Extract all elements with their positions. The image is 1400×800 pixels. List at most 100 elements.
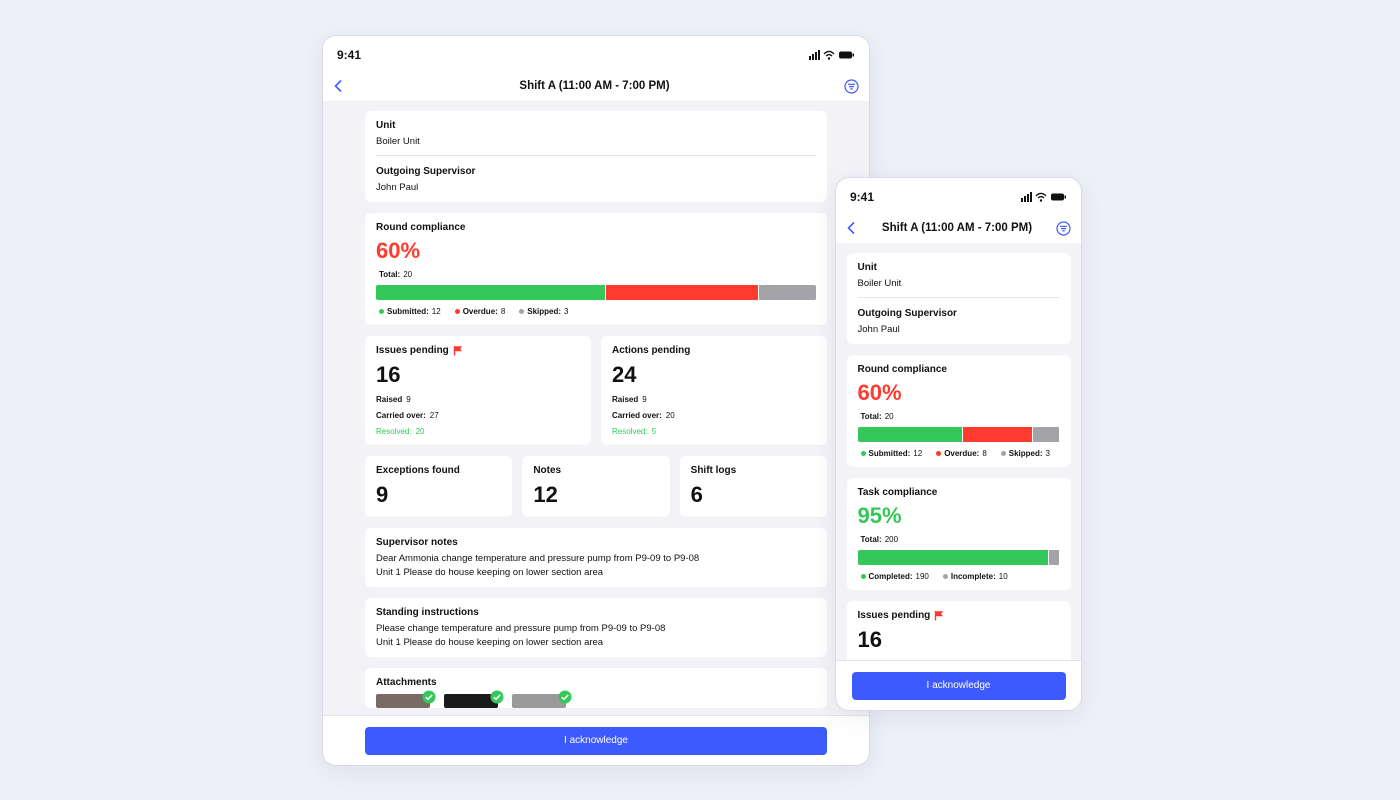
info-row: Outgoing Supervisor John Paul [857, 297, 1060, 335]
content: Unit Boiler Unit Outgoing Supervisor John P… [836, 243, 1081, 660]
compliance-percent: 60% [857, 380, 902, 405]
total-line: Total: 20 [861, 412, 1060, 421]
phone-screen: 9:41 Shift A (11:00 AM - 7:00 PM) Unit Boil… [835, 177, 1082, 711]
pending-row: Resolved: 5 [612, 427, 816, 436]
info-label: Outgoing Supervisor [857, 308, 957, 319]
legend: Submitted: 12 Overdue: 8 Skipped: 3 [379, 307, 816, 316]
bar-segment [1033, 427, 1060, 442]
pending-row-group: Issues pending 16 Raised 9 Carried over: 27 Re… [365, 336, 827, 445]
stat-label: Exceptions found [376, 465, 460, 476]
legend-value: 8 [500, 307, 506, 316]
status-icons [809, 50, 854, 60]
compliance-card: Task compliance 95% Total: 200 Completed: 190… [846, 478, 1071, 590]
nav-bar: Shift A (11:00 AM - 7:00 PM) [846, 218, 1071, 238]
legend-name: Skipped: [1008, 449, 1043, 458]
legend-item: Overdue: 8 [936, 449, 987, 458]
status-bar: 9:41 [850, 190, 1067, 204]
pending-count: 24 [612, 362, 637, 387]
text-line: Unit 1 Please do house keeping on lower … [376, 567, 604, 578]
pending-row: Raised 9 [612, 395, 816, 404]
legend-name: Submitted: [387, 307, 429, 316]
legend-value: 3 [1045, 449, 1050, 458]
pending-title: Actions pending [612, 345, 691, 356]
stat-value: 12 [533, 482, 558, 507]
legend-dot [936, 451, 942, 456]
legend-value: 12 [431, 307, 441, 316]
info-label: Outgoing Supervisor [376, 166, 476, 177]
back-button[interactable] [333, 79, 345, 93]
attachments-card: Attachments [365, 668, 827, 708]
filter-button[interactable] [844, 78, 859, 94]
pending-label: Issues pending [376, 345, 580, 356]
legend-value: 3 [564, 307, 569, 316]
status-time: 9:41 [337, 48, 362, 62]
legend-item: Submitted: 12 [860, 449, 923, 458]
row-value: 20 [665, 411, 675, 420]
legend-name: Overdue: [462, 307, 498, 316]
info-label: Unit [857, 262, 877, 273]
legend-item: Submitted: 12 [379, 307, 441, 316]
text-card-label: Supervisor notes [376, 537, 458, 548]
row-value: 5 [651, 427, 657, 436]
info-row: Outgoing Supervisor John Paul [376, 155, 816, 193]
legend-value: 12 [913, 449, 923, 458]
footer: I acknowledge [323, 715, 869, 765]
legend-value: 10 [998, 572, 1008, 581]
legend-dot [1000, 451, 1006, 456]
acknowledge-button[interactable]: I acknowledge [851, 671, 1066, 700]
row-value: 27 [429, 411, 439, 420]
legend-name: Completed: [868, 572, 913, 581]
info-row: Unit Boiler Unit [858, 262, 1060, 297]
stacked-bar [857, 550, 1060, 565]
bar-segment [605, 285, 758, 300]
attachments-label: Attachments [376, 677, 437, 688]
info-card: Unit Boiler Unit Outgoing Supervisor John P… [365, 111, 827, 202]
row-name: Carried over: [376, 411, 426, 420]
pending-card: Actions pending 24 Raised 9 Carried over: 20 R… [601, 336, 827, 445]
header: 9:41 Shift A (11:00 AM - 7:00 PM) [836, 178, 1081, 243]
stats-row: Exceptions found 9 Notes 12 Shift logs 6 [365, 456, 827, 517]
legend-name: Overdue: [944, 449, 980, 458]
compliance-percent: 60% [376, 238, 421, 263]
bar-segment [376, 285, 605, 300]
total-label: Total: [379, 270, 401, 279]
pending-count: 16 [857, 627, 882, 652]
back-button[interactable] [846, 221, 858, 235]
legend-name: Skipped: [527, 307, 562, 316]
check-badge [422, 690, 436, 704]
text-line: Please change temperature and pressure p… [376, 623, 666, 634]
pending-label: Actions pending [612, 345, 816, 356]
row-name: Resolved: [376, 427, 412, 436]
legend-dot [454, 309, 460, 314]
info-value: John Paul [857, 324, 900, 335]
row-name: Resolved: [612, 427, 648, 436]
filter-button[interactable] [1056, 220, 1071, 236]
stat-card: Exceptions found 9 [365, 456, 513, 517]
check-badge [558, 690, 572, 704]
total-value: 20 [403, 270, 413, 279]
stat-label: Shift logs [690, 465, 737, 476]
legend-name: Incomplete: [950, 572, 996, 581]
pending-row: Carried over: 27 [376, 411, 580, 420]
nav-bar: Shift A (11:00 AM - 7:00 PM) [333, 76, 859, 96]
legend-dot [860, 574, 866, 579]
compliance-percent: 95% [857, 503, 902, 528]
legend: Completed: 190 Incomplete: 10 [860, 572, 1060, 581]
text-card-label: Standing instructions [376, 607, 479, 618]
compliance-label: Round compliance [857, 364, 947, 375]
total-line: Total: 200 [861, 535, 1060, 544]
compliance-label: Round compliance [376, 222, 466, 233]
pending-count: 16 [376, 362, 401, 387]
acknowledge-button[interactable]: I acknowledge [365, 726, 827, 755]
stacked-bar [376, 285, 816, 300]
bar-segment [857, 427, 962, 442]
total-value: 20 [884, 412, 894, 421]
footer: I acknowledge [836, 660, 1081, 710]
row-name: Raised [612, 395, 639, 404]
legend-dot [860, 451, 866, 456]
info-value: Boiler Unit [857, 278, 902, 289]
legend-item: Overdue: 8 [454, 307, 506, 316]
info-label: Unit [376, 120, 396, 131]
